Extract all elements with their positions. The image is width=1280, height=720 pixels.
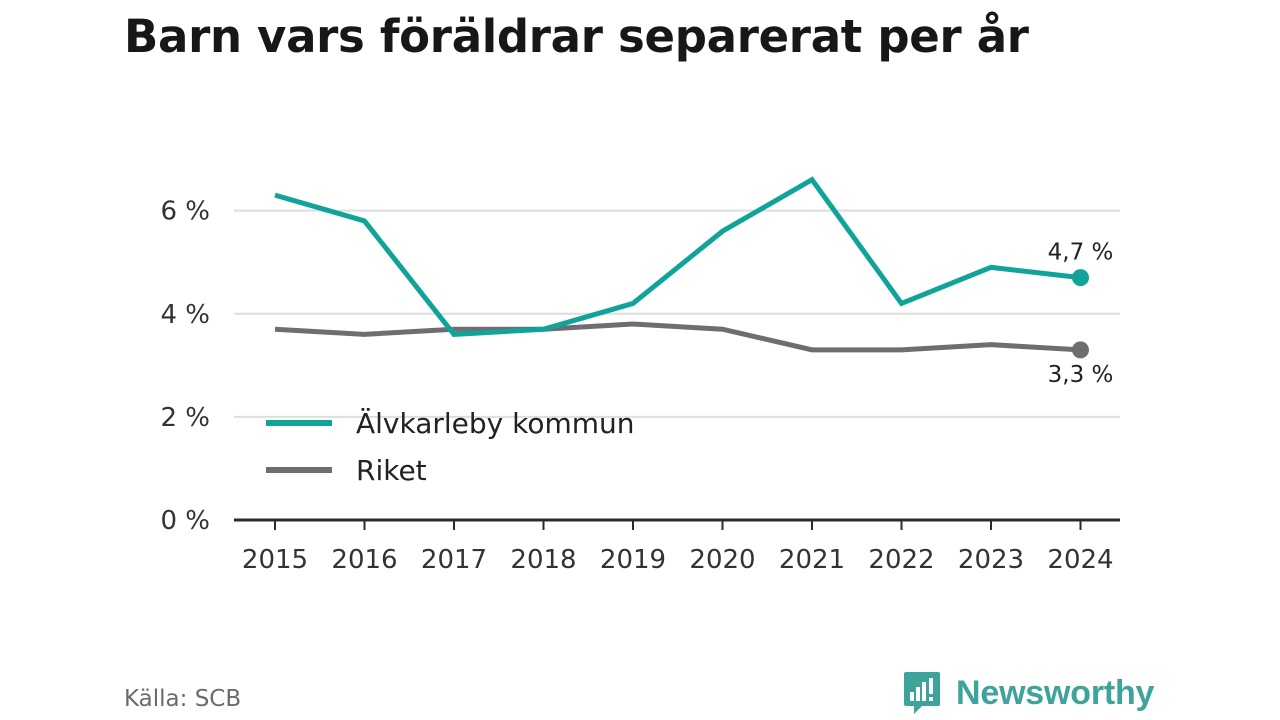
- x-tick-label: 2022: [868, 545, 934, 575]
- legend-label: Riket: [356, 454, 427, 487]
- series-end-point: [1072, 269, 1089, 287]
- chart-title: Barn vars föräldrar separerat per år: [124, 10, 1029, 63]
- x-tick-label: 2018: [510, 545, 576, 575]
- brand-name: Newsworthy: [956, 673, 1155, 712]
- legend: Älvkarleby kommun Riket: [266, 407, 635, 487]
- y-tick-label: 2 %: [160, 403, 210, 433]
- brand-logo: Newsworthy: [902, 670, 1154, 716]
- x-tick-label: 2024: [1047, 545, 1113, 575]
- x-tick-label: 2021: [779, 545, 845, 575]
- series-lines: 3,3 % 4,7 %: [274, 176, 1114, 388]
- y-tick-label: 4 %: [160, 300, 210, 330]
- series-end-label: 3,3 %: [1048, 362, 1114, 388]
- series-end-point: [1072, 341, 1089, 359]
- y-axis: 0 % 2 % 4 % 6 %: [160, 197, 210, 536]
- legend-label: Älvkarleby kommun: [356, 407, 635, 440]
- x-tick-label: 2020: [689, 545, 755, 575]
- y-tick-label: 0 %: [160, 506, 210, 536]
- x-tick-label: 2019: [600, 545, 666, 575]
- x-axis: 2015 2016 2017 2018 2019 2020 2021 2022 2023 2024: [234, 518, 1120, 575]
- x-tick-label: 2015: [242, 545, 308, 575]
- x-tick-label: 2016: [331, 545, 397, 575]
- source-note: Källa: SCB: [124, 686, 242, 712]
- newsworthy-logo-icon: [904, 672, 940, 714]
- series-line: [274, 176, 1081, 337]
- series-line: [274, 321, 1081, 353]
- x-tick-label: 2017: [421, 545, 487, 575]
- x-tick-label: 2023: [958, 545, 1024, 575]
- series-end-label: 4,7 %: [1048, 240, 1114, 266]
- y-tick-label: 6 %: [160, 197, 210, 227]
- grid-lines: [234, 209, 1120, 418]
